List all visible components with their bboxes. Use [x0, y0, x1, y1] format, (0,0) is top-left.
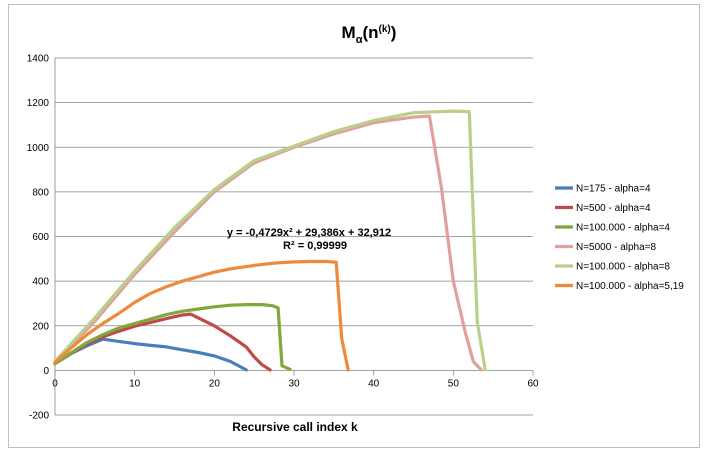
- y-tick-label: 0: [43, 366, 49, 377]
- chart-title-open: (n: [362, 23, 378, 42]
- x-tick-label: 30: [288, 378, 300, 389]
- series-line-5: [53, 259, 350, 372]
- legend-label-5: N=100.000 - alpha=5,19: [576, 281, 684, 292]
- y-tick-label: 400: [32, 277, 49, 288]
- legend-label-3: N=5000 - alpha=8: [576, 242, 657, 253]
- series-line-1: [53, 312, 272, 372]
- x-tick-labels: 0 10 20 30 40 50 60: [52, 378, 539, 389]
- y-tick-label: 1400: [27, 54, 50, 65]
- x-tick-label: 40: [368, 378, 380, 389]
- chart-title-close: ): [391, 23, 397, 42]
- y-tick-label: 800: [32, 187, 49, 198]
- legend: N=175 - alpha=4 N=500 - alpha=4 N=100.000 …: [555, 184, 684, 292]
- x-tick-label: 50: [448, 378, 460, 389]
- legend-label-1: N=500 - alpha=4: [576, 203, 651, 214]
- series-line-4: [53, 109, 487, 372]
- x-tick-label: 10: [129, 378, 141, 389]
- series-lines: [53, 109, 487, 372]
- trendline-r-squared: R² = 0,99999: [283, 240, 347, 252]
- legend-label-4: N=100.000 - alpha=8: [576, 262, 670, 273]
- trendline-equation: y = -0,4729x² + 29,386x + 32,912: [227, 227, 391, 239]
- legend-label-2: N=100.000 - alpha=4: [576, 223, 670, 234]
- chart-frame: Mα(n(k)) -200 0 200 400 600 800 1000 1200 1400 0…: [8, 4, 700, 448]
- series-line-2: [53, 303, 292, 371]
- x-axis-title: Recursive call index k: [232, 420, 358, 434]
- legend-label-0: N=175 - alpha=4: [576, 184, 651, 195]
- chart-title-sup: (k): [379, 24, 391, 35]
- chart-title-main: M: [342, 23, 356, 42]
- x-tick-label: 20: [209, 378, 221, 389]
- x-tick-label: 0: [52, 378, 58, 389]
- x-tick-label: 60: [527, 378, 539, 389]
- chart-title: Mα(n(k)): [342, 23, 397, 46]
- series-line-3: [53, 114, 483, 372]
- y-tick-label: 1200: [27, 98, 50, 109]
- y-tick-labels: -200 0 200 400 600 800 1000 1200 1400: [27, 54, 50, 422]
- axes: [54, 58, 534, 415]
- y-tick-label: 1000: [27, 143, 50, 154]
- chart-title-sub: α: [356, 34, 363, 46]
- y-tick-label: 200: [32, 321, 49, 332]
- y-tick-label: 600: [32, 232, 49, 243]
- y-tick-label: -200: [29, 411, 49, 422]
